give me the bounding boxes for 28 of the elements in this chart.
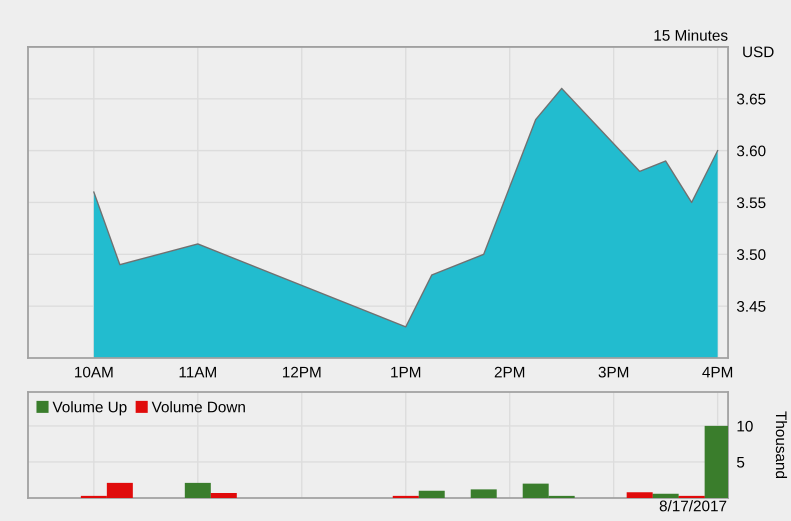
x-tick-label: 3PM	[598, 366, 628, 378]
text: 8/17/2017	[660, 500, 726, 512]
bar	[652, 494, 679, 498]
bar	[418, 490, 445, 498]
x-tick-label: 12PM	[282, 366, 320, 378]
y-tick-label: 10	[738, 420, 753, 432]
y-tick-label: 3.50	[736, 249, 766, 260]
y-tick-label: 5	[736, 456, 744, 468]
legend-label: Volume Up	[52, 401, 127, 416]
y-axis-title: USD	[743, 46, 774, 58]
y-axis-title: Thousand	[776, 411, 788, 478]
chart-subtitle: 15 Minutes	[654, 30, 728, 41]
legend-label: Volume Down	[152, 401, 245, 412]
x-tick-label: 11AM	[180, 366, 216, 378]
y-tick-label: 3.45	[736, 301, 766, 312]
bar	[392, 496, 419, 498]
bar	[210, 492, 237, 498]
bar	[184, 482, 211, 498]
y-tick-label: 3.55	[736, 197, 766, 208]
bar	[678, 496, 705, 498]
x-tick-label: 10AM	[75, 366, 113, 378]
x-tick-label: 4PM	[702, 366, 732, 378]
y-tick-label: 3.60	[736, 145, 766, 156]
bar	[626, 492, 653, 498]
x-tick-label: 2PM	[494, 366, 524, 378]
y-tick-label: 3.65	[736, 94, 766, 104]
bar	[470, 489, 497, 498]
x-tick-label: 1PM	[391, 366, 420, 378]
